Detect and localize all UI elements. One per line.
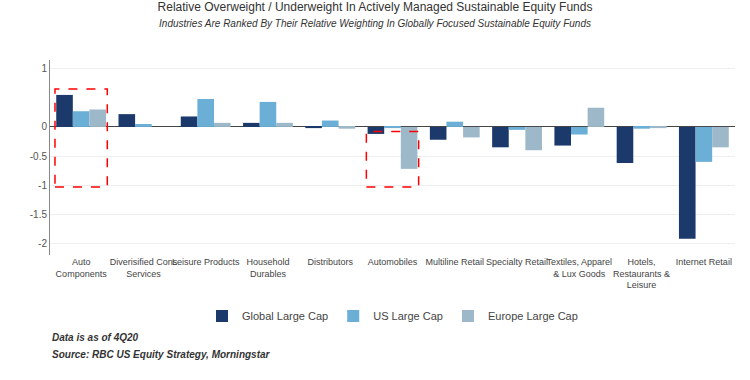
svg-text:Distributors: Distributors bbox=[307, 257, 353, 267]
svg-text:US Large Cap: US Large Cap bbox=[373, 310, 443, 322]
svg-text:Leisure Products: Leisure Products bbox=[172, 257, 240, 267]
svg-text:Textiles, Apparel& Lux Goods: Textiles, Apparel& Lux Goods bbox=[547, 257, 613, 279]
svg-text:AutoComponents: AutoComponents bbox=[56, 257, 108, 279]
svg-text:Multiline Retail: Multiline Retail bbox=[426, 257, 485, 267]
svg-text:1: 1 bbox=[41, 63, 47, 74]
svg-text:Automobiles: Automobiles bbox=[368, 257, 418, 267]
svg-text:Hotels,Restaurants &Leisure: Hotels,Restaurants &Leisure bbox=[613, 257, 670, 290]
svg-text:Relative Overweight / Underwei: Relative Overweight / Underweight In Act… bbox=[158, 0, 593, 29]
svg-text:Europe Large Cap: Europe Large Cap bbox=[488, 310, 578, 322]
svg-text:HouseholdDurables: HouseholdDurables bbox=[246, 257, 289, 279]
svg-text:Data is as of 4Q20: Data is as of 4Q20 bbox=[52, 332, 139, 343]
svg-text:Source: RBC US Equity Strategy: Source: RBC US Equity Strategy, Mornings… bbox=[52, 349, 271, 360]
svg-text:Global Large Cap: Global Large Cap bbox=[242, 310, 328, 322]
svg-text:Internet Retail: Internet Retail bbox=[676, 257, 732, 267]
svg-text:-1.5: -1.5 bbox=[30, 209, 48, 220]
svg-text:-0.5: -0.5 bbox=[30, 151, 48, 162]
svg-text:-2: -2 bbox=[38, 238, 47, 249]
svg-text:Specialty Retail: Specialty Retail bbox=[486, 257, 548, 267]
svg-text:Diverisified ConsServices: Diverisified ConsServices bbox=[110, 257, 178, 279]
svg-text:-1: -1 bbox=[38, 180, 47, 191]
svg-text:0: 0 bbox=[41, 121, 47, 132]
